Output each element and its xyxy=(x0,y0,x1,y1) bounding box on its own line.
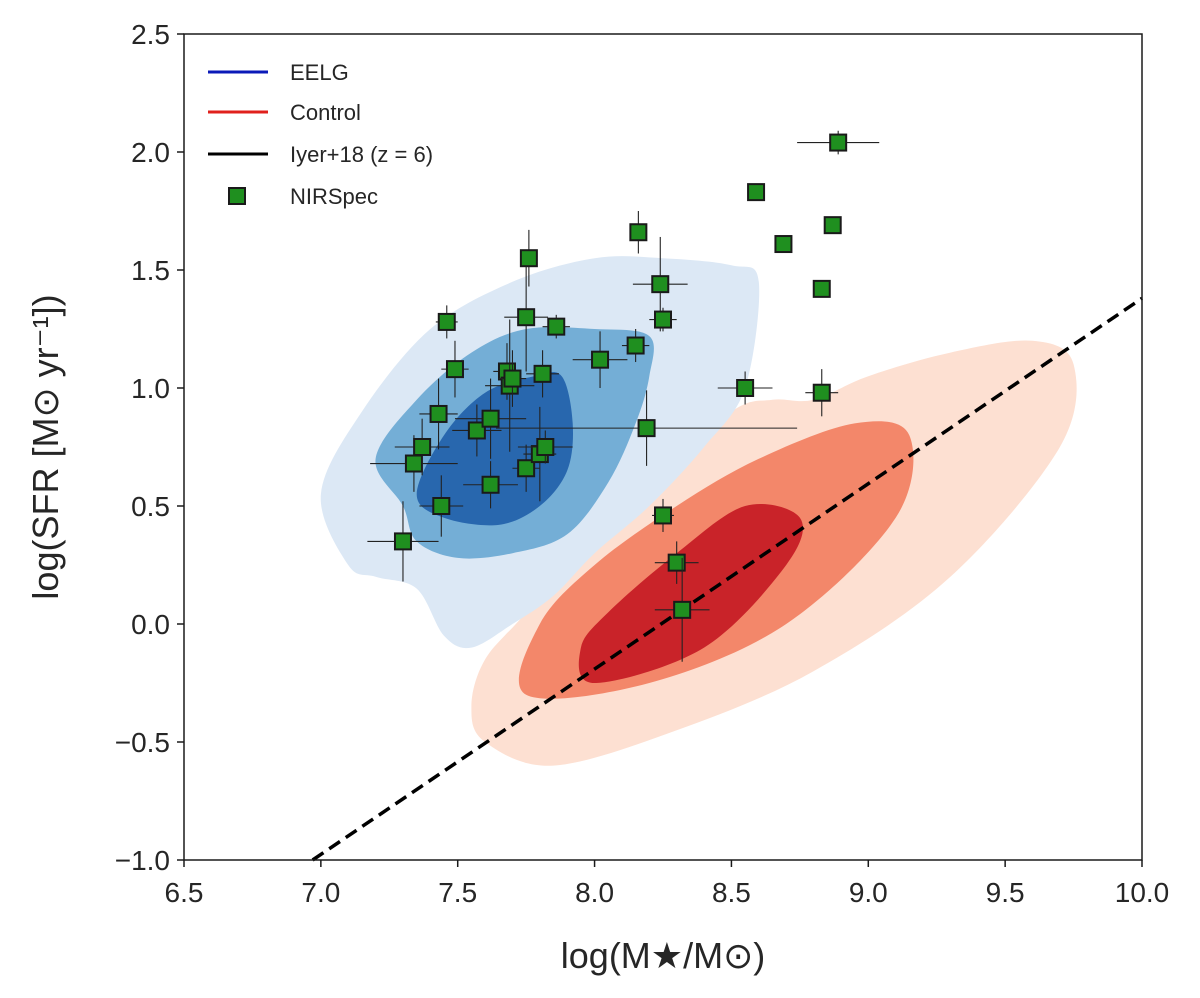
y-tick-label: −0.5 xyxy=(115,727,170,758)
nirspec-point xyxy=(504,262,549,372)
x-tick-label: 7.5 xyxy=(438,877,477,908)
x-tick-label: 8.5 xyxy=(712,877,751,908)
nirspec-point xyxy=(747,183,766,202)
nirspec-marker xyxy=(673,600,692,619)
x-tick-label: 7.0 xyxy=(301,877,340,908)
y-tick-label: 2.5 xyxy=(131,19,170,50)
nirspec-marker xyxy=(829,133,848,152)
iyer-line-layer xyxy=(311,296,1143,862)
nirspec-marker xyxy=(503,369,522,388)
nirspec-point xyxy=(654,541,699,584)
nirspec-point xyxy=(649,307,677,332)
nirspec-marker xyxy=(404,454,423,473)
eelg-contour-level-3 xyxy=(416,371,574,526)
x-tick-label: 10.0 xyxy=(1115,877,1170,908)
nirspec-marker xyxy=(747,183,766,202)
nirspec-marker xyxy=(774,235,793,254)
x-tick-label: 6.5 xyxy=(165,877,204,908)
x-tick-label: 9.5 xyxy=(986,877,1025,908)
nirspec-point xyxy=(774,235,793,254)
y-tick-label: 2.0 xyxy=(131,137,170,168)
nirspec-marker xyxy=(519,249,538,268)
nirspec-point xyxy=(517,430,573,464)
legend-label-nirspec: NIRSpec xyxy=(290,184,378,209)
plot-frame xyxy=(183,33,1143,861)
nirspec-points xyxy=(367,130,880,662)
y-tick-label: 0.5 xyxy=(131,491,170,522)
nirspec-point xyxy=(419,378,458,450)
nirspec-point xyxy=(498,350,527,407)
legend-label-control: Control xyxy=(290,100,361,125)
nirspec-point xyxy=(654,557,710,662)
legend: EELG Control Iyer+18 (z = 6) NIRSpec xyxy=(208,60,433,209)
legend-swatch-nirspec xyxy=(228,187,246,205)
nirspec-point xyxy=(512,444,540,492)
nirspec-marker xyxy=(393,532,412,551)
nirspec-point xyxy=(367,501,439,582)
nirspec-marker xyxy=(547,317,566,336)
nirspec-marker xyxy=(626,336,645,355)
nirspec-marker xyxy=(517,459,536,478)
nirspec-marker xyxy=(812,383,831,402)
nirspec-marker xyxy=(536,438,555,456)
nirspec-point xyxy=(452,404,502,457)
y-tick-label: −1.0 xyxy=(115,845,170,876)
nirspec-point xyxy=(519,229,538,287)
nirspec-point xyxy=(441,340,469,398)
nirspec-marker xyxy=(432,497,451,515)
nirspec-marker xyxy=(481,475,500,494)
iyer18-relation-line xyxy=(311,296,1143,862)
nirspec-marker xyxy=(654,506,672,525)
nirspec-point xyxy=(526,350,559,398)
nirspec-point xyxy=(823,216,842,235)
x-axis-title: log(M★/M⊙) xyxy=(561,935,765,976)
y-tick-label: 1.5 xyxy=(131,255,170,286)
nirspec-marker xyxy=(413,438,432,456)
nirspec-marker xyxy=(429,404,448,423)
legend-label-eelg: EELG xyxy=(290,60,349,85)
y-axis-title: log(SFR [M⊙ yr⁻¹]) xyxy=(25,294,66,599)
x-tick-label: 9.0 xyxy=(849,877,888,908)
nirspec-point xyxy=(621,329,650,363)
nirspec-marker xyxy=(736,379,755,397)
nirspec-point xyxy=(812,279,831,298)
nirspec-point xyxy=(572,331,628,388)
y-tick-label: 0.0 xyxy=(131,609,170,640)
nirspec-point xyxy=(454,378,527,459)
nirspec-marker xyxy=(629,223,648,242)
nirspec-point xyxy=(394,418,450,476)
nirspec-point xyxy=(542,314,570,339)
x-axis: 6.5 7.0 7.5 8.0 8.5 9.0 9.5 10.0 xyxy=(165,860,1170,908)
nirspec-marker xyxy=(637,419,656,438)
nirspec-marker xyxy=(445,360,464,379)
nirspec-marker xyxy=(667,553,686,572)
nirspec-point xyxy=(629,211,648,254)
nirspec-marker xyxy=(533,364,552,383)
nirspec-marker xyxy=(437,312,456,331)
nirspec-marker xyxy=(467,421,486,440)
nirspec-marker xyxy=(591,350,610,369)
nirspec-point xyxy=(435,305,458,339)
nirspec-point xyxy=(496,390,798,466)
nirspec-point xyxy=(463,461,518,509)
x-tick-label: 8.0 xyxy=(575,877,614,908)
nirspec-marker xyxy=(517,308,536,327)
nirspec-marker xyxy=(654,310,672,329)
nirspec-marker xyxy=(823,216,842,235)
nirspec-point xyxy=(805,369,839,417)
nirspec-point xyxy=(717,371,773,405)
nirspec-point xyxy=(419,475,464,537)
control-contours xyxy=(471,340,1077,766)
nirspec-marker xyxy=(481,409,500,428)
nirspec-marker xyxy=(812,279,831,298)
nirspec-marker xyxy=(651,275,670,294)
control-contour-level-3 xyxy=(578,503,803,683)
y-axis: −1.0 −0.5 0.0 0.5 1.0 1.5 2.0 2.5 xyxy=(115,19,184,876)
nirspec-point xyxy=(652,498,674,532)
legend-label-iyer: Iyer+18 (z = 6) xyxy=(290,142,433,167)
y-tick-label: 1.0 xyxy=(131,373,170,404)
nirspec-point xyxy=(797,130,880,155)
